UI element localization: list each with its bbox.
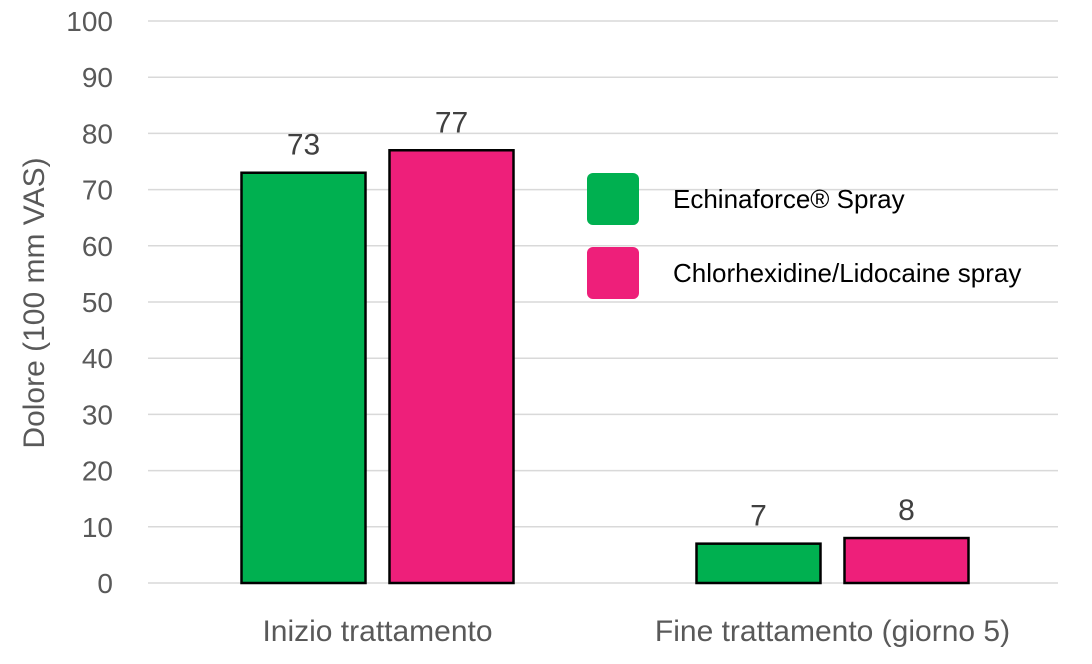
legend-swatch [587, 173, 639, 225]
x-tick-label: Fine trattamento (giorno 5) [655, 615, 1010, 648]
y-axis-title: Dolore (100 mm VAS) [18, 157, 51, 448]
x-tick-label: Inizio trattamento [262, 615, 492, 648]
bar [695, 542, 822, 585]
y-tick-label: 10 [82, 512, 113, 543]
bar [843, 536, 970, 585]
y-axis-ticks: 0 10 20 30 40 50 60 70 80 90 100 [66, 6, 113, 599]
y-tick-label: 80 [82, 118, 113, 149]
data-label: 7 [750, 500, 767, 533]
data-label: 8 [898, 494, 915, 527]
y-tick-label: 40 [82, 343, 113, 374]
y-tick-label: 50 [82, 287, 113, 318]
data-label: 77 [435, 106, 468, 139]
bar [388, 149, 515, 585]
legend-label: Echinaforce® Spray [673, 184, 905, 214]
y-tick-label: 20 [82, 456, 113, 487]
bar [240, 171, 367, 585]
y-tick-label: 90 [82, 62, 113, 93]
y-tick-label: 70 [82, 175, 113, 206]
y-tick-label: 100 [66, 6, 113, 37]
y-tick-label: 60 [82, 231, 113, 262]
data-label: 73 [287, 129, 320, 162]
bars [240, 149, 970, 585]
legend-swatch [587, 247, 639, 299]
legend-label: Chlorhexidine/Lidocaine spray [673, 258, 1021, 288]
legend: Echinaforce® Spray Chlorhexidine/Lidocain… [587, 173, 1021, 299]
x-axis-labels: Inizio trattamento Fine trattamento (gior… [262, 615, 1010, 648]
y-tick-label: 0 [97, 568, 113, 599]
y-tick-label: 30 [82, 399, 113, 430]
